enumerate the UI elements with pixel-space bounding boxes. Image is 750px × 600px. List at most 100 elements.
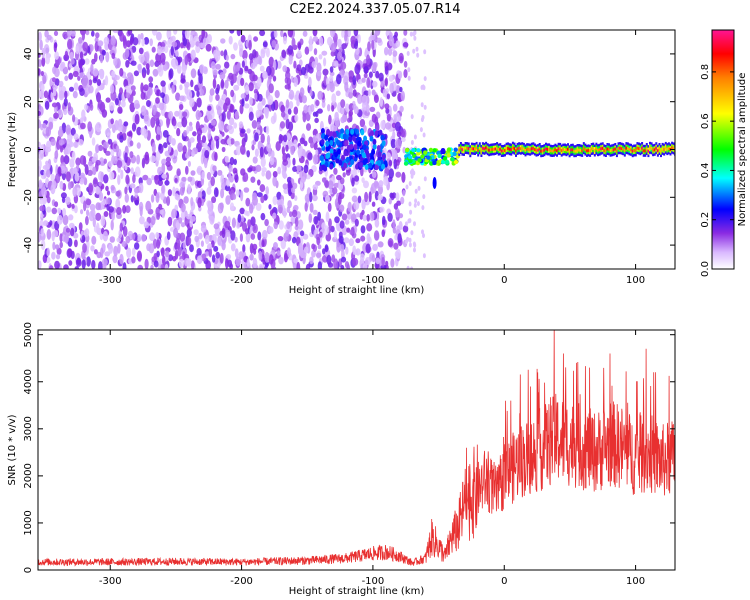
heatmap-cell	[139, 206, 143, 217]
heatmap-cell	[491, 147, 494, 151]
heatmap-cell	[247, 167, 253, 173]
heatmap-cell	[72, 186, 78, 197]
heatmap-cell	[276, 250, 281, 256]
heatmap-cell	[342, 133, 347, 140]
heatmap-cell	[67, 38, 73, 50]
heatmap-cell	[327, 36, 333, 46]
heatmap-cell	[245, 197, 251, 207]
heatmap-cell	[334, 216, 340, 224]
heatmap-cell	[568, 149, 571, 153]
heatmap-cell	[530, 147, 533, 151]
heatmap-cell	[225, 195, 231, 205]
heatmap-cell	[143, 115, 149, 122]
heatmap-cell	[211, 196, 217, 204]
heatmap-cell	[353, 199, 360, 211]
heatmap-cell	[390, 258, 395, 268]
heatmap-cell	[55, 254, 61, 260]
heatmap-cell	[489, 148, 492, 152]
heatmap-cell	[633, 149, 636, 152]
heatmap-cell	[402, 225, 409, 233]
heatmap-cell	[348, 136, 353, 143]
heatmap-cell	[53, 112, 59, 119]
heatmap-cell	[160, 247, 165, 257]
heatmap-cell	[576, 148, 579, 152]
heatmap-cell	[225, 179, 231, 187]
heatmap-cell	[410, 114, 414, 120]
heatmap-cell	[373, 230, 380, 241]
heatmap-cell	[362, 144, 367, 151]
heatmap-cell	[43, 90, 49, 99]
heatmap-cell	[401, 171, 406, 183]
heatmap-cell	[259, 184, 266, 193]
heatmap-cell	[196, 97, 202, 108]
heatmap-cell	[423, 176, 427, 182]
heatmap-cell	[220, 138, 227, 145]
heatmap-cell	[201, 127, 208, 134]
heatmap-cell	[122, 262, 127, 269]
heatmap-cell	[315, 149, 319, 156]
heatmap-cell	[204, 234, 210, 245]
heatmap-cell	[241, 98, 245, 107]
heatmap-cell	[63, 264, 69, 269]
heatmap-cell	[364, 191, 369, 203]
heatmap-cell	[124, 152, 128, 164]
heatmap-cell	[221, 241, 226, 251]
heatmap-y-tick-label: -40	[23, 237, 34, 253]
heatmap-cell	[377, 241, 384, 248]
heatmap-cell	[213, 223, 220, 230]
heatmap-cell	[260, 195, 265, 204]
heatmap-cell	[103, 211, 109, 217]
heatmap-cell	[91, 259, 96, 269]
heatmap-x-tick-label: 100	[626, 275, 645, 286]
colorbar: 0.0 0.2 0.4 0.6 0.8 Normalized spectral ampli…	[700, 29, 748, 277]
heatmap-cell	[224, 155, 230, 163]
heatmap-cell	[210, 176, 215, 187]
heatmap-cell	[372, 138, 377, 145]
heatmap-cell	[123, 79, 129, 88]
heatmap-cell	[671, 146, 674, 150]
heatmap-cell	[148, 243, 155, 254]
heatmap-cell	[332, 187, 338, 195]
heatmap-cell	[178, 109, 182, 120]
heatmap-cell	[93, 249, 98, 255]
heatmap-cell	[546, 147, 549, 151]
heatmap-cell	[340, 99, 346, 108]
heatmap-cell	[412, 48, 416, 54]
heatmap-cell	[113, 56, 118, 66]
heatmap-cell	[81, 234, 86, 242]
heatmap-cell	[186, 41, 191, 51]
snr-y-tick-label: 3000	[23, 416, 34, 441]
heatmap-cell	[380, 264, 387, 269]
heatmap-cell	[157, 166, 163, 176]
heatmap-cell	[63, 108, 68, 116]
heatmap-cell	[371, 201, 376, 207]
heatmap-cell	[309, 256, 314, 265]
heatmap-cell	[115, 145, 120, 153]
heatmap-cell	[364, 164, 369, 170]
heatmap-cell	[601, 146, 604, 150]
heatmap-cell	[171, 84, 175, 94]
heatmap-cell	[246, 150, 250, 158]
heatmap-cell	[68, 260, 73, 266]
heatmap-cell	[126, 247, 132, 258]
heatmap-plot	[38, 30, 675, 269]
heatmap-cell	[70, 30, 76, 37]
heatmap-cell	[163, 63, 168, 72]
heatmap-cell	[288, 89, 295, 100]
heatmap-cell	[42, 194, 47, 206]
heatmap-cell	[59, 145, 64, 153]
heatmap-cell	[110, 118, 114, 125]
heatmap-cell	[187, 146, 191, 157]
heatmap-cell	[224, 79, 229, 89]
heatmap-cell	[42, 220, 49, 227]
heatmap-cell	[142, 174, 149, 181]
heatmap-cell	[173, 227, 179, 238]
heatmap-cell	[74, 266, 80, 269]
heatmap-cell	[108, 101, 115, 111]
heatmap-cell	[245, 232, 251, 243]
heatmap-cell	[371, 148, 376, 155]
heatmap-cell	[69, 86, 74, 92]
heatmap-cell	[329, 75, 334, 82]
heatmap-cell	[649, 146, 651, 150]
heatmap-cell	[459, 146, 462, 150]
